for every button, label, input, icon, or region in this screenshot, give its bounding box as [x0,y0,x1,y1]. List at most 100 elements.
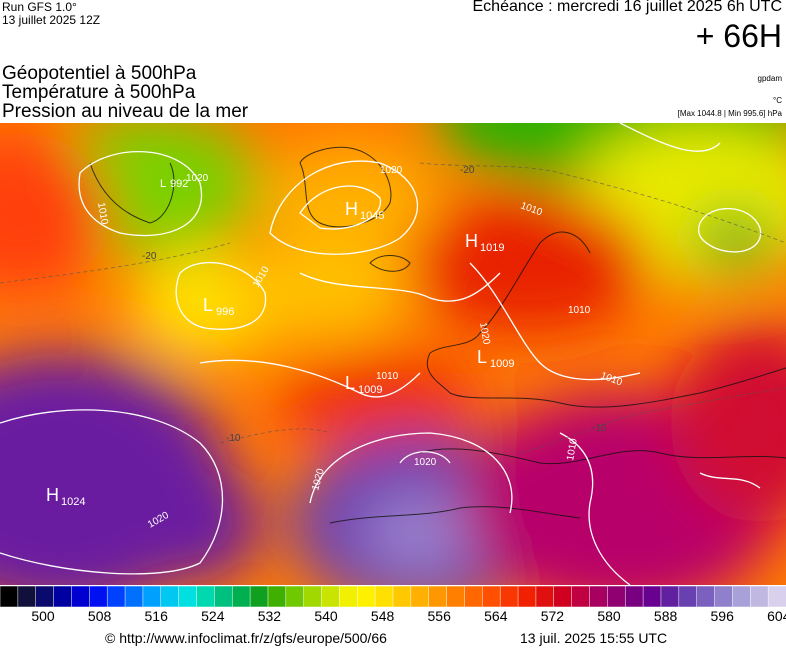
scale-ticks: 500 508 516 524 532 540 548 556 564 572 580 588 596 6… [0,608,786,628]
scale-swatch [357,586,376,607]
run-date: 13 juillet 2025 12Z [2,13,101,27]
scale-swatch [89,586,108,607]
scale-swatch [178,586,198,607]
scale-swatch [53,586,73,607]
unit-gpdam: gpdam [757,74,782,83]
isotherm-label: -10 [592,423,607,434]
scale-swatch [35,586,55,607]
run-label: Run GFS 1.0° [2,0,77,14]
scale-swatch [696,586,716,607]
scale-swatch [160,586,180,607]
isotherms [0,162,786,454]
scale-swatch [750,586,769,607]
scale-swatch [339,586,359,607]
scale-swatch [535,586,555,607]
title-temperature: Température à 500hPa [2,82,196,103]
scale-swatch [0,586,19,607]
scale-swatch [106,586,126,607]
scale-tick-label: 532 [257,608,282,624]
isobar-label: 1010 [376,371,399,382]
scale-swatch [499,586,519,607]
weather-map: H 1045 H 1019 L 996 L 1009 L 1009 H 1024… [0,123,786,585]
scale-tick-label: 500 [31,608,55,624]
scale-swatch [196,586,216,607]
source-credit: © http://www.infoclimat.fr/z/gfs/europe/… [105,630,387,646]
isobars [0,123,762,585]
isotherm-label: -20 [142,251,157,262]
scale-tick-label: 524 [201,608,225,624]
scale-swatch [267,586,287,607]
scale-swatch [321,586,341,607]
scale-swatch [482,586,501,607]
coastlines [89,146,786,524]
isotherm-label: -20 [460,165,475,176]
pressure-center-low: L [345,373,355,393]
scale-swatch [249,586,269,607]
scale-tick-label: 508 [87,608,112,624]
scale-swatch [446,586,466,607]
scale-tick-label: 596 [710,608,734,624]
scale-tick-label: 564 [484,608,508,624]
pressure-center-value: 1019 [480,242,504,254]
scale-swatch [124,586,144,607]
pressure-center-low: L [203,295,213,315]
pressure-center-value: 1009 [490,358,514,370]
scale-swatch [231,586,251,607]
scale-tick-label: 556 [427,608,451,624]
pressure-center-value: 1009 [358,384,382,396]
scale-swatch [571,586,591,607]
scale-tick-label: 588 [653,608,678,624]
pressure-center-low: L [477,347,487,367]
pressure-center-value: 1024 [61,496,85,508]
scale-swatch [410,586,430,607]
isobar-label: 1020 [477,322,492,346]
pressure-center-value: 1045 [360,210,384,222]
unit-celsius: °C [773,96,782,105]
scale-swatch [678,586,698,607]
pressure-center-low: L [160,178,166,190]
scale-swatch [660,586,680,607]
scale-swatch [374,586,394,607]
scale-tick-label: 540 [314,608,338,624]
scale-swatch [214,586,233,607]
scale-swatch [464,586,484,607]
scale-swatch [624,586,644,607]
forecast-hour: + 66H [695,18,782,54]
pressure-max-min: [Max 1044.8 | Min 995.6] hPa [677,109,782,118]
isobar-label: 1010 [95,202,110,226]
pressure-center-high: H [345,199,358,219]
isobar-label: 1010 [568,305,591,316]
pressure-center-value: 996 [216,306,234,318]
scale-tick-label: 516 [144,608,168,624]
scale-swatch [428,586,448,607]
scale-swatch [607,586,626,607]
title-pressure: Pression au niveau de la mer [2,101,249,122]
isobar-label: 1010 [565,437,580,461]
isobar-label: 1020 [414,457,437,468]
forecast-valid-time: Echéance : mercredi 16 juillet 2025 6h U… [472,0,783,15]
pressure-center-high: H [46,485,59,505]
scale-swatch [642,586,662,607]
scale-swatch [392,586,412,607]
scale-tick-label: 580 [597,608,621,624]
scale-swatch [303,586,323,607]
scale-swatch [71,586,91,607]
scale-swatch [714,586,734,607]
isobar-label: 1020 [186,173,209,184]
title-geopotential: Géopotentiel à 500hPa [2,63,197,84]
color-scale [0,586,786,607]
scale-swatch [553,586,573,607]
scale-swatch [285,586,305,607]
pressure-center-value: 992 [170,178,188,190]
generation-timestamp: 13 juil. 2025 15:55 UTC [520,630,668,646]
isobar-label: 1020 [380,165,403,176]
scale-swatch [142,586,162,607]
isotherm-label: -10 [226,433,241,444]
scale-tick-label: 548 [370,608,395,624]
scale-swatch [767,586,786,607]
scale-swatch [517,586,537,607]
scale-swatch [17,586,37,607]
scale-swatch [732,586,752,607]
pressure-center-high: H [465,231,478,251]
scale-tick-label: 572 [540,608,565,624]
